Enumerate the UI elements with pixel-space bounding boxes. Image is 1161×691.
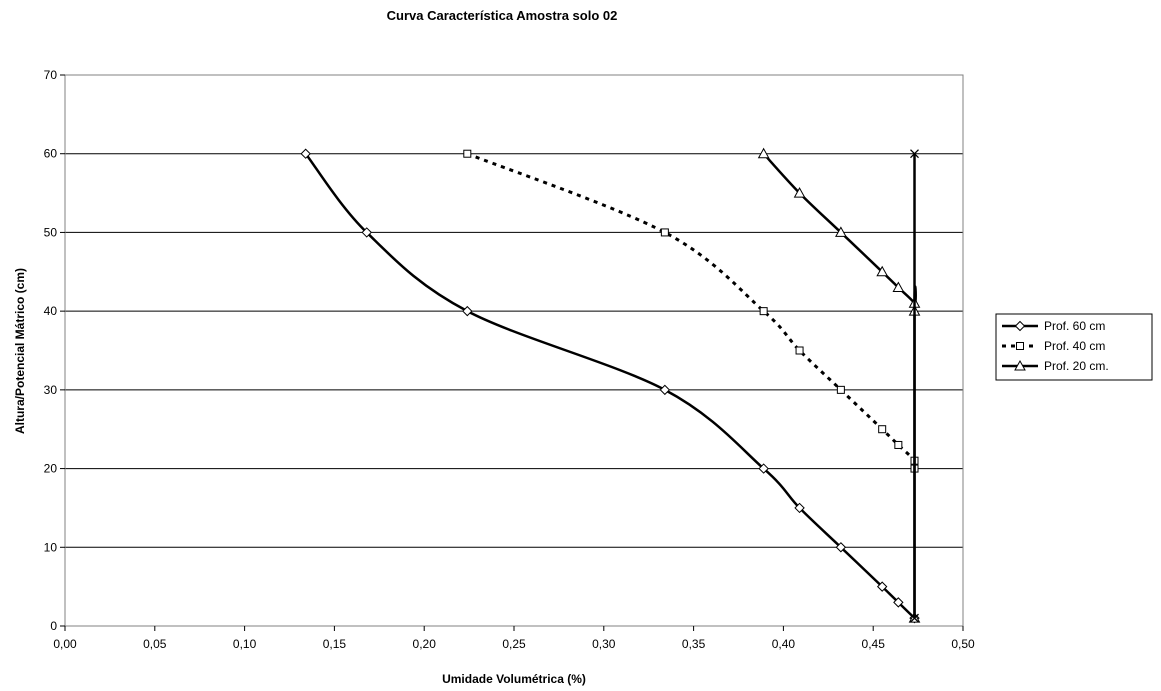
x-tick-label: 0,45 (862, 637, 886, 651)
legend-marker (1014, 320, 1026, 332)
x-tick-label: 0,20 (413, 637, 437, 651)
data-point (757, 147, 770, 159)
legend: Prof. 60 cm Prof. 40 cm Prof. 20 cm. (995, 313, 1153, 381)
y-axis-label: Altura/Potencial Mátrico (cm) (13, 268, 27, 434)
data-point (793, 187, 806, 198)
y-tick-label: 10 (44, 540, 58, 554)
data-point (878, 425, 887, 434)
data-point (463, 149, 472, 158)
data-point (759, 307, 768, 316)
data-point (894, 440, 903, 449)
legend-marker (1016, 342, 1024, 350)
y-tick-label: 20 (44, 462, 58, 476)
y-tick-label: 30 (44, 383, 58, 397)
data-point (835, 226, 847, 237)
x-tick-label: 0,30 (592, 637, 616, 651)
chart-title: Curva Característica Amostra solo 02 (387, 8, 618, 23)
legend-label: Prof. 20 cm. (1044, 359, 1109, 373)
data-point (659, 384, 671, 396)
legend-item: Prof. 20 cm. (1002, 359, 1109, 373)
data-point (836, 385, 845, 394)
series-group (300, 147, 921, 624)
data-point (876, 581, 888, 592)
legend-item: Prof. 60 cm (1002, 319, 1105, 333)
data-point (794, 502, 805, 514)
x-tick-label: 0,15 (323, 637, 347, 651)
legend-marker (1014, 359, 1026, 371)
plot-area (64, 74, 964, 627)
y-tick-label: 50 (44, 225, 58, 239)
x-tick-label: 0,50 (951, 637, 975, 651)
series-3 (757, 147, 921, 623)
y-tick-label: 40 (44, 304, 58, 318)
legend-label: Prof. 60 cm (1044, 319, 1105, 333)
data-point (876, 265, 889, 277)
series-line (304, 152, 916, 620)
series-line (466, 152, 918, 469)
legend-item: Prof. 40 cm (1002, 339, 1105, 353)
data-point (893, 597, 904, 608)
x-tick-label: 0,40 (772, 637, 796, 651)
data-point (795, 346, 804, 355)
data-point (910, 149, 919, 159)
data-point (892, 281, 905, 293)
x-tick-label: 0,00 (53, 637, 77, 651)
data-point (361, 227, 372, 238)
x-tick-label: 0,05 (143, 637, 167, 651)
x-tick-label: 0,10 (233, 637, 257, 651)
x-tick-label: 0,25 (502, 637, 526, 651)
y-tick-label: 0 (50, 619, 57, 633)
y-tick-label: 70 (44, 68, 58, 82)
data-point (758, 463, 769, 474)
legend-label: Prof. 40 cm (1044, 339, 1105, 353)
data-point (300, 148, 311, 159)
data-point (910, 613, 919, 623)
x-axis-label: Umidade Volumétrica (%) (442, 672, 586, 686)
data-point (835, 542, 847, 553)
series-4 (910, 149, 919, 623)
data-point (660, 228, 669, 237)
axis-ticks: 0 10 20 30 40 50 60 70 0,00 0,05 0,10 0,15 0,20 0,25 0… (44, 68, 975, 651)
y-tick-label: 60 (44, 147, 58, 161)
x-tick-label: 0,35 (682, 637, 706, 651)
gridlines (65, 153, 963, 548)
data-point (462, 305, 473, 317)
